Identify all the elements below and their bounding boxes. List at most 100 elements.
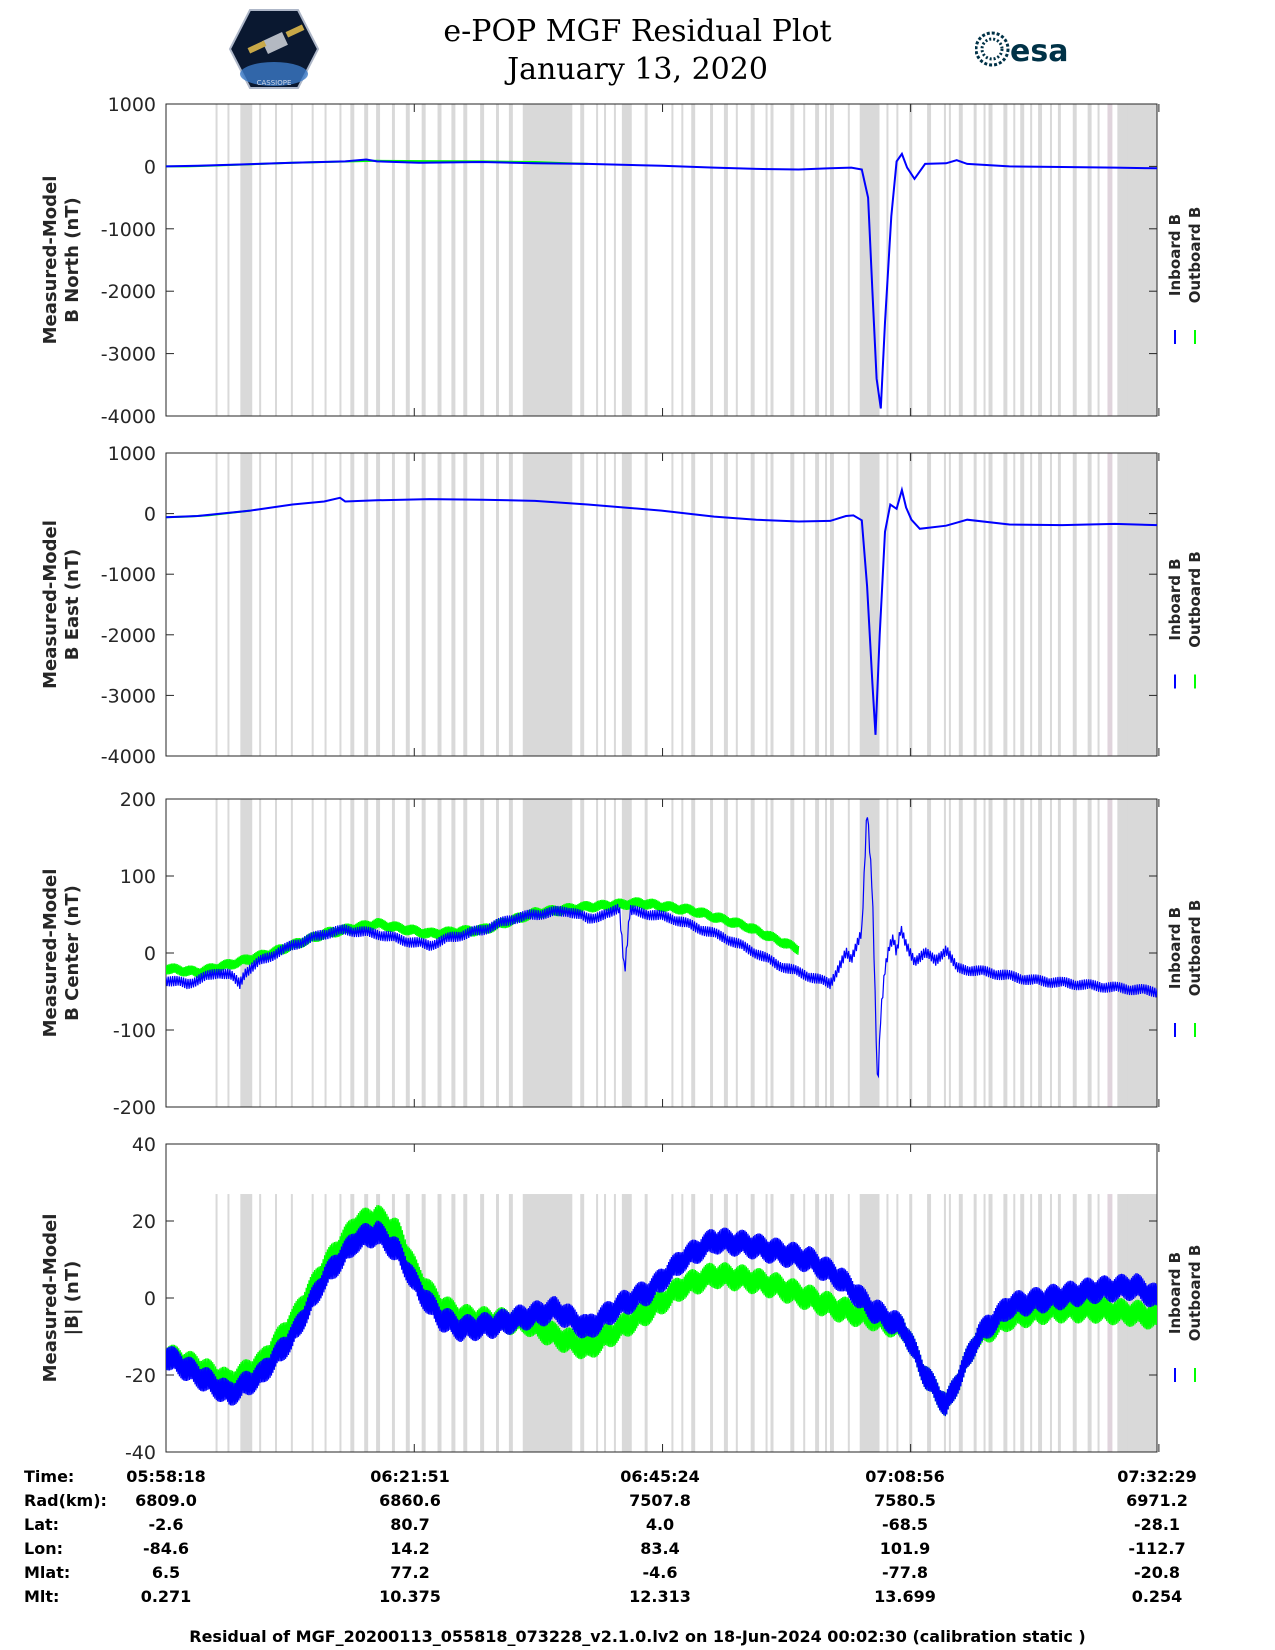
shade-line xyxy=(803,1194,806,1452)
y-tick-label: -4000 xyxy=(101,406,156,428)
shade-line xyxy=(1142,453,1145,756)
shade-band xyxy=(621,799,632,1107)
shade-band xyxy=(240,104,253,416)
legend: Inboard B Outboard B xyxy=(1166,551,1204,689)
shade-band xyxy=(451,799,456,1107)
shade-band xyxy=(1003,453,1008,756)
shade-line xyxy=(1030,104,1033,416)
shade-line xyxy=(1013,453,1016,756)
shade-band xyxy=(463,104,468,416)
shade-band xyxy=(405,453,410,756)
shade-band xyxy=(1087,453,1092,756)
shade-band xyxy=(1020,799,1025,1107)
shade-band xyxy=(391,1194,395,1452)
table-cell: -77.8 xyxy=(881,1563,929,1582)
shade-band xyxy=(847,453,850,756)
table-cell: 05:58:18 xyxy=(126,1467,206,1486)
shade-band xyxy=(909,453,913,756)
shade-line xyxy=(613,453,616,756)
shade-band xyxy=(1087,799,1092,1107)
y-tick-label: 0 xyxy=(144,156,156,178)
row-label-time: Time: xyxy=(24,1467,75,1486)
shade-band xyxy=(927,1194,932,1452)
table-cell: 6860.6 xyxy=(379,1491,441,1510)
shade-line xyxy=(290,104,293,416)
shade-band xyxy=(350,104,355,416)
row-label-lat: Lat: xyxy=(24,1515,60,1534)
shade-line xyxy=(825,1194,828,1452)
chart-panel-3: 200 100 0 -100 -200 Measured-ModelB Center (n… xyxy=(40,789,1204,1119)
table-cell: -2.6 xyxy=(148,1515,184,1534)
shade-band xyxy=(644,453,648,756)
legend-inboard-label: Inboard B xyxy=(1166,558,1184,640)
shade-band xyxy=(815,104,820,416)
shade-line xyxy=(1127,799,1130,1107)
shade-line xyxy=(983,453,986,756)
shade-line xyxy=(803,799,806,1107)
y-tick-label: 1000 xyxy=(108,443,156,465)
shade-line xyxy=(215,799,218,1107)
shade-band xyxy=(829,104,834,416)
shade-band xyxy=(829,799,834,1107)
shade-band xyxy=(1038,799,1043,1107)
shade-line xyxy=(227,1194,230,1452)
shade-band xyxy=(421,1194,426,1452)
shade-band xyxy=(596,453,599,756)
shade-band xyxy=(580,104,585,416)
shade-band xyxy=(988,799,993,1107)
legend: Inboard B Outboard B xyxy=(1166,900,1204,1037)
plot-date: January 13, 2020 xyxy=(507,52,768,87)
shade-band xyxy=(750,453,755,756)
shade-band xyxy=(710,104,714,416)
shade-band xyxy=(621,453,632,756)
shade-line xyxy=(1049,799,1052,1107)
shade-line xyxy=(896,799,899,1107)
shade-line xyxy=(1142,104,1145,416)
y-tick-label: 40 xyxy=(132,1134,156,1156)
shade-band xyxy=(391,453,395,756)
shade-line xyxy=(1049,453,1052,756)
shade-band xyxy=(958,104,963,416)
shade-band xyxy=(859,799,880,1107)
shade-line xyxy=(324,1194,327,1452)
shade-band xyxy=(973,453,977,756)
shade-line xyxy=(215,453,218,756)
shade-line xyxy=(311,104,314,416)
shade-band xyxy=(463,799,468,1107)
shade-band xyxy=(364,1194,369,1452)
y-axis-label: Measured-ModelB Center (nT) xyxy=(40,869,83,1038)
shade-line xyxy=(339,104,342,416)
shade-band xyxy=(405,1194,410,1452)
shade-line xyxy=(227,453,230,756)
y-tick-label: -3000 xyxy=(101,685,156,707)
chart-panel-1: 1000 0 -1000 -2000 -3000 -4000 Measured-ModelB… xyxy=(40,94,1204,428)
table-cell: 10.375 xyxy=(379,1587,441,1606)
shade-band xyxy=(958,799,963,1107)
shade-band xyxy=(973,1194,977,1452)
shade-band xyxy=(508,104,513,416)
shade-line xyxy=(275,104,278,416)
shade-line xyxy=(896,104,899,416)
shade-line xyxy=(948,104,951,416)
shade-line xyxy=(259,104,262,416)
shade-band xyxy=(815,799,820,1107)
table-cell: 0.271 xyxy=(140,1587,192,1606)
shade-band xyxy=(1057,1194,1061,1452)
shade-line xyxy=(1097,104,1100,416)
shade-band xyxy=(644,104,648,416)
shade-line xyxy=(1127,453,1130,756)
shade-band xyxy=(770,1194,774,1452)
legend-outboard-label: Outboard B xyxy=(1186,1245,1204,1342)
shade-band xyxy=(621,104,632,416)
shade-band xyxy=(973,104,977,416)
y-tick-label: -4000 xyxy=(101,746,156,768)
shade-line xyxy=(1030,799,1033,1107)
shade-band xyxy=(364,799,369,1107)
shade-band xyxy=(508,799,513,1107)
table-cell: 77.2 xyxy=(390,1563,430,1582)
shade-line xyxy=(681,1194,684,1452)
shade-line xyxy=(259,1194,262,1452)
shade-line xyxy=(339,453,342,756)
shade-line xyxy=(215,1194,218,1452)
shade-band xyxy=(580,453,585,756)
